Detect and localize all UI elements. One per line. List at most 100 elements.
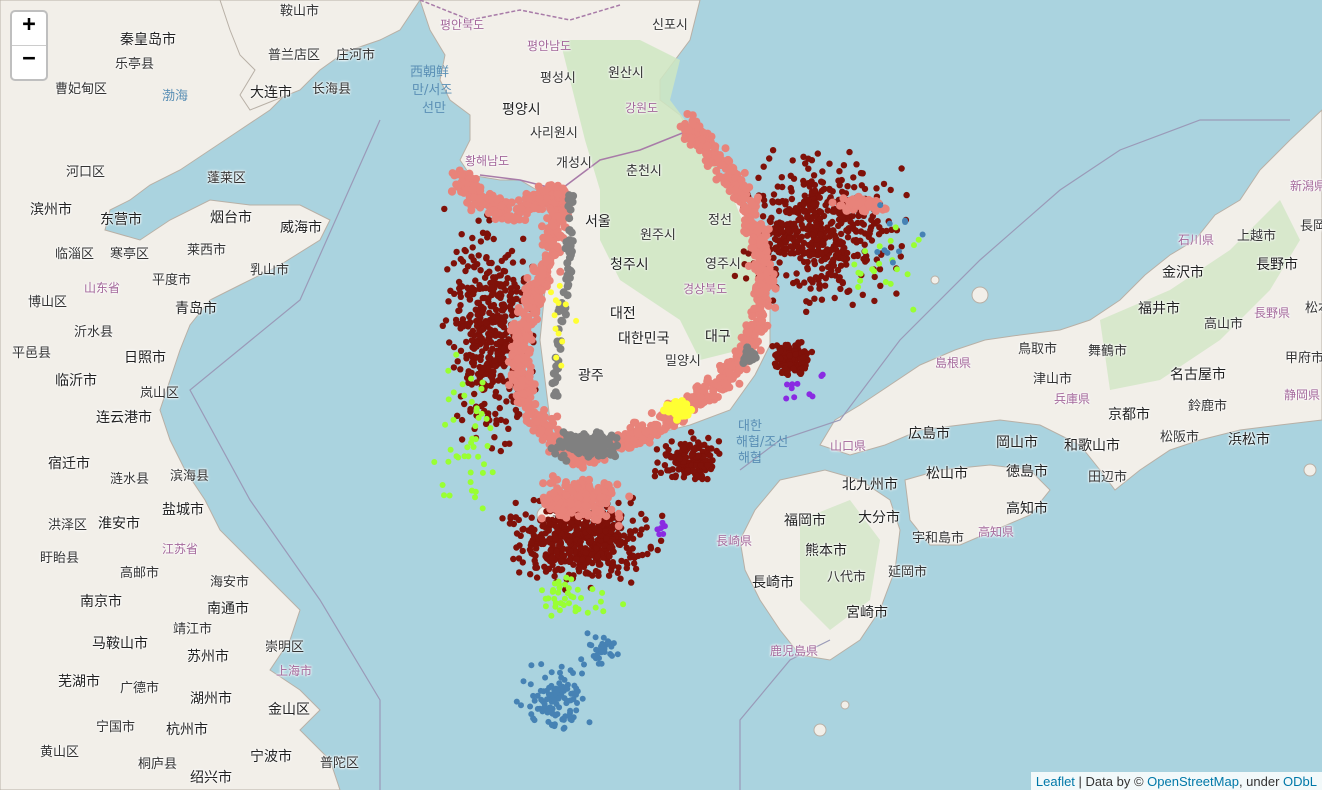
data-point [574,586,581,593]
data-point [652,467,659,475]
data-point [859,291,866,298]
map-label: 평양시 [502,102,541,118]
data-point [487,338,495,346]
data-point [812,274,820,281]
data-point [552,600,559,607]
data-point [470,345,478,352]
map-label: 渤海 [162,89,189,104]
data-point [477,267,484,274]
data-point [751,260,760,269]
data-point [642,516,649,523]
data-point [837,230,845,238]
data-point [528,524,535,532]
data-point [660,425,669,434]
data-point [674,460,681,467]
data-point [816,281,823,288]
map-label: 石川県 [1178,233,1215,247]
data-point [770,191,778,198]
data-point [662,443,670,450]
data-point [467,408,474,415]
data-point [500,363,508,370]
data-point [592,604,599,611]
map-label: 博山区 [28,295,68,310]
data-point [556,344,565,353]
map-label: 宿迁市 [48,456,90,472]
data-point [546,182,555,191]
data-point [690,435,697,442]
data-point [521,216,530,224]
data-point [835,240,843,247]
data-point [809,231,816,238]
map-label: 大连市 [250,85,292,101]
data-point [775,248,782,256]
map-label: 宮崎市 [846,605,888,621]
data-point [579,695,586,702]
data-point [478,385,485,392]
data-point [513,544,520,551]
data-point [544,234,553,243]
zoom-in-button[interactable]: + [22,12,36,37]
data-point [669,473,676,481]
map-label: 대한 [738,419,762,434]
data-point [528,539,535,546]
data-point [534,692,541,699]
osm-link[interactable]: OpenStreetMap [1147,774,1239,789]
data-point [761,202,768,209]
data-point [517,380,526,389]
data-point [713,447,720,455]
data-point [820,238,827,246]
data-point [512,514,520,521]
data-point [618,557,625,565]
data-point [777,355,784,362]
data-point [668,402,677,411]
data-point [559,545,567,552]
zoom-out-button[interactable]: − [12,45,46,79]
map-label: 개성시 [556,156,592,171]
data-point [576,492,584,501]
map-label: 临淄区 [55,247,95,262]
zoom-control: + − [10,10,48,81]
data-point [496,338,504,345]
odbl-link[interactable]: ODbL [1283,774,1317,789]
data-point [553,689,560,696]
data-point [624,561,631,568]
data-point [675,466,682,473]
data-point [629,517,636,524]
map-label: 松本 [1305,301,1322,316]
data-point [574,525,581,533]
data-point [446,492,453,499]
map-label: 盐城市 [162,502,204,518]
data-point [514,196,523,205]
data-point [458,231,465,238]
data-point [744,262,753,270]
data-point [556,607,563,614]
data-point [583,446,592,455]
data-point [643,524,650,531]
data-point [523,323,532,332]
data-point [731,186,740,195]
map-label: 福井市 [1138,301,1180,317]
data-point [695,439,702,446]
data-point [492,392,499,400]
map-label: 선만 [422,101,446,116]
data-point [556,231,565,240]
data-point [453,320,460,327]
data-point [742,352,751,361]
data-point [569,444,577,453]
data-point [540,688,547,695]
data-point [805,165,812,172]
data-point [781,250,788,258]
data-point [844,234,852,241]
map-label: 사리원시 [530,126,578,141]
leaflet-link[interactable]: Leaflet [1035,774,1075,789]
data-point [756,272,765,281]
data-point [851,261,858,268]
data-point [855,284,862,290]
data-point [483,230,491,237]
data-point [445,396,452,403]
data-point [442,421,449,428]
data-point [505,251,512,259]
data-point [558,362,565,369]
map-label: 松阪市 [1160,430,1200,445]
